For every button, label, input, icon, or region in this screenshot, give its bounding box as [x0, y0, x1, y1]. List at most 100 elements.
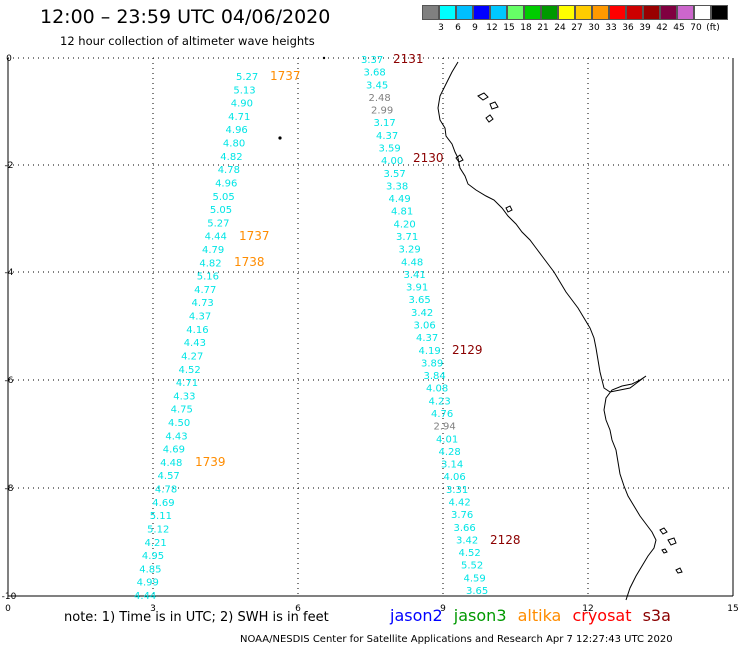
pass-time-label: 2129 [452, 343, 483, 357]
wave-height-value: 4.37 [376, 131, 398, 142]
wave-height-value: 4.19 [419, 346, 441, 357]
colorbar-swatch [694, 5, 711, 20]
pass-time-label: 2128 [490, 533, 521, 547]
wave-height-value: 4.49 [389, 194, 411, 205]
colorbar-label: 30 [588, 23, 600, 33]
colorbar-label: (ft) [706, 23, 720, 33]
wave-height-value: 3.68 [364, 68, 386, 79]
wave-height-value: 5.05 [210, 205, 232, 216]
wave-height-value: 4.48 [401, 257, 423, 268]
wave-height-value: 4.69 [152, 498, 174, 509]
pass-time-label: 1737 [270, 69, 301, 83]
wave-height-value: 3.06 [414, 321, 436, 332]
satellite-legend: jason2 jason3 altika cryosat s3a [390, 606, 677, 625]
wave-height-value: 4.85 [139, 564, 161, 575]
colorbar-swatch [592, 5, 609, 20]
colorbar-swatch [456, 5, 473, 20]
wave-height-value: 4.80 [223, 139, 245, 150]
wave-height-value: 4.73 [192, 298, 214, 309]
colorbar-swatch [711, 5, 728, 20]
x-tick-label: 9 [440, 604, 446, 614]
colorbar-label: 45 [673, 23, 685, 33]
wave-height-value: 4.37 [189, 312, 211, 323]
colorbar-label: 36 [622, 23, 634, 33]
wave-height-value: 4.78 [155, 485, 177, 496]
colorbar-swatch [643, 5, 660, 20]
wave-height-value: 4.44 [205, 232, 227, 243]
wave-height-value: 4.28 [439, 447, 461, 458]
wave-height-value: 4.59 [464, 573, 486, 584]
x-tick-label: 3 [150, 604, 156, 614]
wave-height-value: 2.99 [371, 106, 393, 117]
wave-height-value: 3.17 [374, 118, 396, 129]
x-tick-label: 15 [727, 604, 738, 614]
colorbar-swatch [541, 5, 558, 20]
map-title: 12:00 – 23:59 UTC 04/06/2020 [40, 6, 331, 28]
colorbar-label: 18 [520, 23, 532, 33]
wave-height-value: 3.65 [466, 586, 488, 597]
wave-height-value: 4.48 [160, 458, 182, 469]
wave-height-value: 3.31 [446, 485, 468, 496]
wave-height-value: 3.84 [424, 371, 446, 382]
legend-s3a: s3a [642, 606, 671, 625]
wave-height-value: 2.94 [434, 422, 456, 433]
wave-height-value: 2.48 [369, 93, 391, 104]
pass-time-label: 1737 [239, 229, 270, 243]
colorbar-swatch [609, 5, 626, 20]
colorbar-label: 6 [455, 23, 461, 33]
wave-height-value: 3.37 [361, 55, 383, 66]
colorbar-swatch [677, 5, 694, 20]
colorbar-label: 21 [537, 23, 549, 33]
colorbar-label: 24 [554, 23, 566, 33]
axis-ticks: 0 3 6 9 12 15 0 -2 -4 -6 -8 -10 [2, 54, 739, 614]
colorbar-label: 33 [605, 23, 617, 33]
wave-height-value: 4.52 [459, 548, 481, 559]
wave-height-value: 4.50 [168, 418, 190, 429]
wave-height-value: 3.45 [366, 80, 388, 91]
wave-height-value: 4.96 [215, 178, 237, 189]
x-tick-label: 12 [582, 604, 593, 614]
pass-time-label: 1739 [195, 455, 226, 469]
wave-height-value: 3.91 [406, 283, 428, 294]
x-tick-label: 6 [295, 604, 301, 614]
legend-jason3: jason3 [453, 606, 507, 625]
colorbar-label: 42 [656, 23, 668, 33]
wave-height-value: 4.69 [163, 445, 185, 456]
y-tick-label: -4 [5, 268, 14, 278]
pass-time-label: 1738 [234, 255, 265, 269]
colorbar-label: 9 [472, 23, 478, 33]
wave-height-value: 5.11 [150, 511, 172, 522]
small-island-top [322, 56, 326, 60]
colorbar-label: 27 [571, 23, 583, 33]
colorbar-label: 70 [690, 23, 702, 33]
wave-height-value: 4.00 [381, 156, 403, 167]
y-tick-label: 0 [6, 54, 12, 64]
wave-height-value: 3.42 [456, 535, 478, 546]
wave-height-value: 4.82 [199, 258, 221, 269]
wave-height-value: 4.78 [218, 165, 240, 176]
colorbar-swatch [626, 5, 643, 20]
legend-altika: altika [517, 606, 562, 625]
coastline [437, 61, 657, 601]
wave-height-value: 4.43 [165, 431, 187, 442]
colorbar-swatch [558, 5, 575, 20]
units-note: note: 1) Time is in UTC; 2) SWH is in fe… [64, 610, 329, 625]
wave-height-value: 5.13 [233, 85, 255, 96]
wave-height-value: 4.95 [142, 551, 164, 562]
wave-height-value: 4.57 [158, 471, 180, 482]
wave-height-value: 3.41 [404, 270, 426, 281]
legend-jason2: jason2 [390, 606, 443, 625]
wave-height-value: 3.66 [454, 523, 476, 534]
wave-height-value: 4.79 [202, 245, 224, 256]
wave-height-value: 4.52 [178, 365, 200, 376]
wave-height-value: 5.52 [461, 561, 483, 572]
wave-height-value: 3.57 [384, 169, 406, 180]
y-tick-label: -6 [5, 376, 14, 386]
wave-height-value: 4.90 [231, 99, 253, 110]
wave-height-value: 4.16 [186, 325, 208, 336]
colorbar-label: 15 [503, 23, 515, 33]
wave-height-value: 3.71 [396, 232, 418, 243]
wave-height-value: 4.08 [426, 384, 448, 395]
wave-height-value: 4.44 [134, 591, 156, 602]
